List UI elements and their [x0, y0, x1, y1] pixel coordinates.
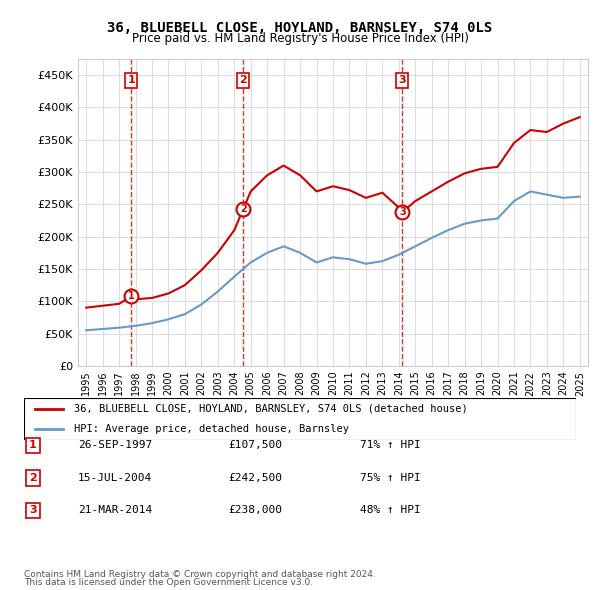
Text: 2: 2 [240, 204, 247, 214]
Text: 21-MAR-2014: 21-MAR-2014 [78, 506, 152, 515]
Text: 2: 2 [239, 76, 247, 86]
Text: 3: 3 [398, 76, 406, 86]
Text: £242,500: £242,500 [228, 473, 282, 483]
Text: 71% ↑ HPI: 71% ↑ HPI [360, 441, 421, 450]
Text: 1: 1 [29, 441, 37, 450]
Text: 1: 1 [128, 291, 134, 301]
Text: Price paid vs. HM Land Registry's House Price Index (HPI): Price paid vs. HM Land Registry's House … [131, 32, 469, 45]
Text: 36, BLUEBELL CLOSE, HOYLAND, BARNSLEY, S74 0LS: 36, BLUEBELL CLOSE, HOYLAND, BARNSLEY, S… [107, 21, 493, 35]
Text: £107,500: £107,500 [228, 441, 282, 450]
Text: 48% ↑ HPI: 48% ↑ HPI [360, 506, 421, 515]
Text: HPI: Average price, detached house, Barnsley: HPI: Average price, detached house, Barn… [74, 424, 349, 434]
Text: 75% ↑ HPI: 75% ↑ HPI [360, 473, 421, 483]
Text: 2: 2 [29, 473, 37, 483]
Text: 36, BLUEBELL CLOSE, HOYLAND, BARNSLEY, S74 0LS (detached house): 36, BLUEBELL CLOSE, HOYLAND, BARNSLEY, S… [74, 404, 467, 414]
Text: 3: 3 [399, 207, 406, 217]
Text: Contains HM Land Registry data © Crown copyright and database right 2024.: Contains HM Land Registry data © Crown c… [24, 571, 376, 579]
Text: 15-JUL-2004: 15-JUL-2004 [78, 473, 152, 483]
FancyBboxPatch shape [24, 398, 576, 440]
Text: 3: 3 [29, 506, 37, 515]
Text: 1: 1 [127, 76, 135, 86]
Text: £238,000: £238,000 [228, 506, 282, 515]
Text: 26-SEP-1997: 26-SEP-1997 [78, 441, 152, 450]
Text: This data is licensed under the Open Government Licence v3.0.: This data is licensed under the Open Gov… [24, 578, 313, 587]
